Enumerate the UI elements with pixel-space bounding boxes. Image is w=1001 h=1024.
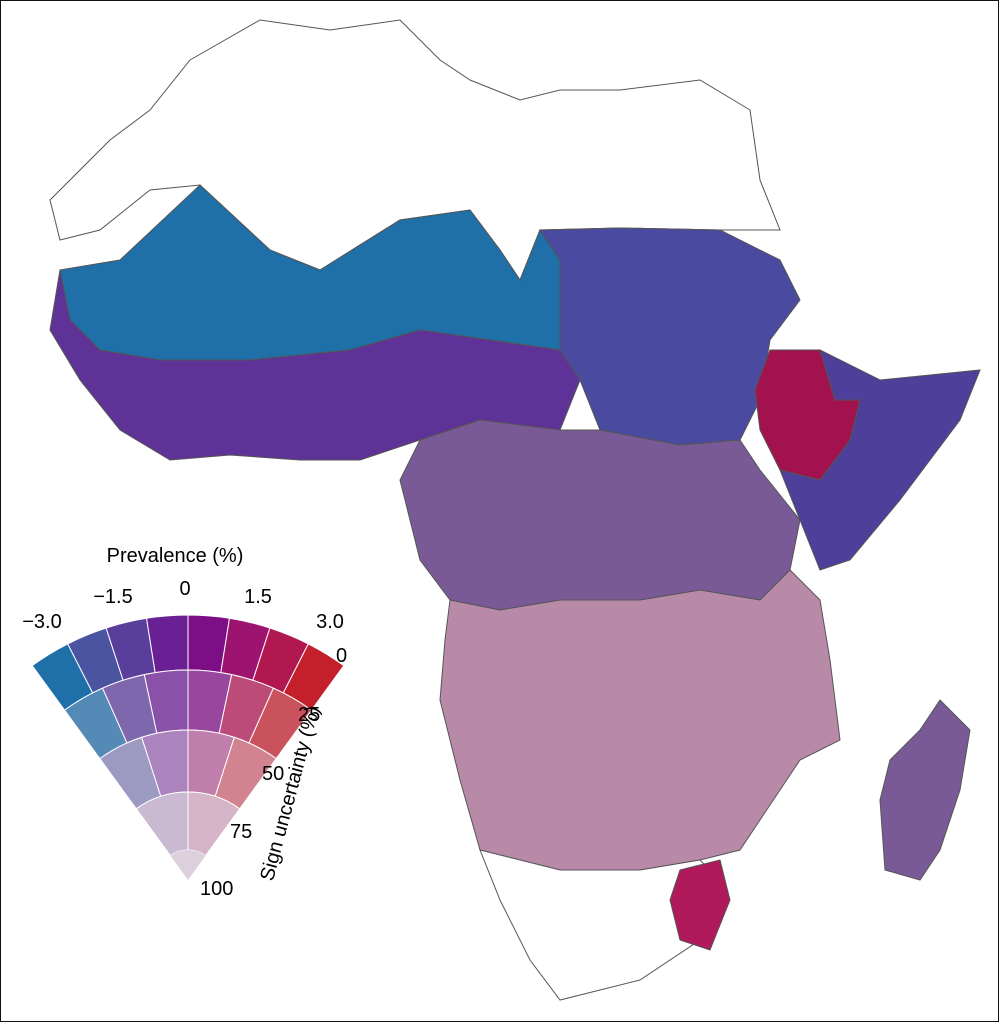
prevalence-tick-4: 3.0 bbox=[316, 611, 344, 633]
central-africa-region bbox=[399, 419, 801, 611]
southeast-coast-region bbox=[669, 859, 731, 951]
prevalence-tick-2: 0 bbox=[179, 578, 190, 600]
prevalence-tick-1: −1.5 bbox=[93, 586, 132, 608]
prevalence-title: Prevalence (%) bbox=[107, 545, 244, 567]
legend bbox=[31, 614, 345, 880]
prevalence-tick-3: 1.5 bbox=[244, 586, 272, 608]
prevalence-tick-0: −3.0 bbox=[22, 611, 61, 633]
uncertainty-tick-2: 50 bbox=[262, 763, 284, 785]
uncertainty-tick-4: 100 bbox=[200, 878, 233, 900]
uncertainty-tick-0: 0 bbox=[336, 645, 347, 667]
uncertainty-tick-1: 25 bbox=[298, 704, 320, 726]
legend-tip bbox=[170, 850, 206, 880]
southern-africa-region bbox=[439, 569, 841, 871]
horn-region bbox=[779, 349, 981, 571]
sudan-region bbox=[539, 227, 801, 446]
madagascar-region bbox=[879, 699, 971, 881]
uncertainty-tick-3: 75 bbox=[230, 821, 252, 843]
